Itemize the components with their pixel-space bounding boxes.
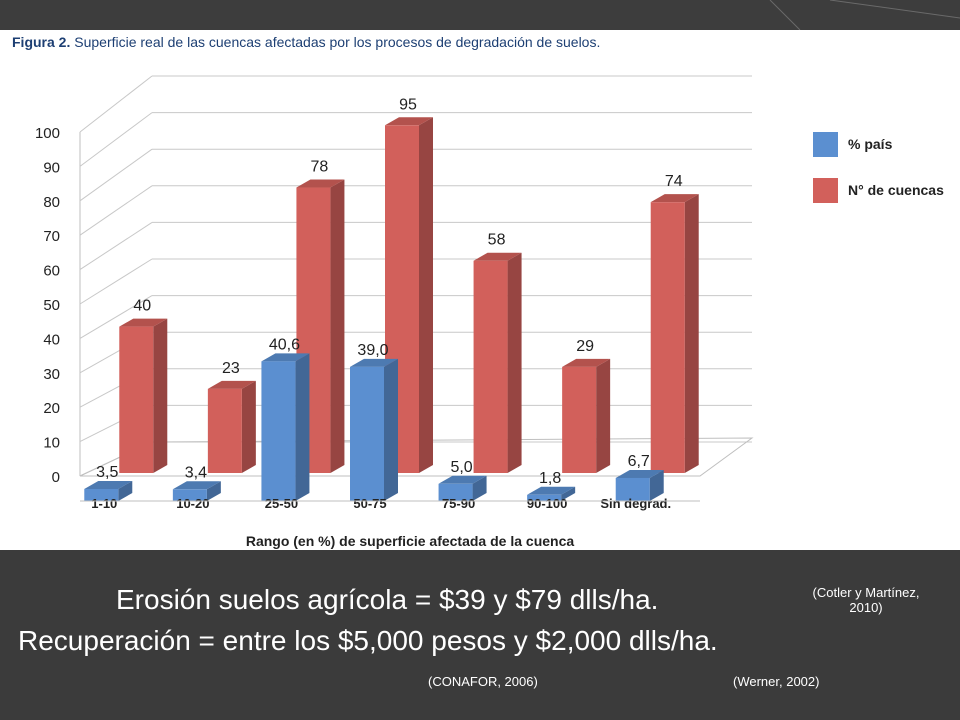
bar-7-pct-pais (615, 477, 650, 501)
bar-5-n-cuencas-top (473, 252, 522, 261)
bar-2-n-cuencas-side (241, 380, 256, 473)
bar-2-pct-pais-top (172, 481, 221, 490)
bar-3-pct-pais-side (295, 353, 310, 501)
gridline-depth (79, 295, 153, 339)
decorative-lines (769, 0, 960, 30)
chart-figure: Figura 2. Superficie real de las cuencas… (0, 30, 960, 550)
bar-5-n-cuencas-side (507, 252, 522, 473)
bar-4-pct-pais-top (350, 358, 398, 367)
bar-5-pct-pais-top (438, 475, 487, 484)
legend-label: N° de cuencas (848, 182, 944, 198)
bar-6-n-cuencas (562, 366, 597, 473)
bar-3-pct-pais-top (261, 353, 310, 362)
bar-2-pct-pais (172, 489, 207, 501)
legend-swatch (813, 178, 838, 203)
bar-chart: 0 10 20 30 40 50 60 70 80 90 100 40 23 78 95 58 29 74 3,5 1… (35, 75, 944, 549)
x-tick-label: Sin degrad. (600, 496, 671, 511)
citation-cotler-line2: 2010) (849, 600, 883, 615)
bar-6-pct-pais (527, 494, 562, 501)
data-label-pct-pais: 3,4 (185, 464, 207, 481)
x-tick-label: 10-20 (176, 496, 209, 511)
bar-4-n-cuencas-top (385, 117, 433, 126)
bar-1-n-cuencas (119, 326, 154, 473)
y-tick-label: 50 (43, 297, 60, 314)
bar-1-n-cuencas-top (119, 318, 168, 327)
bar-3-n-cuencas-top (296, 179, 345, 188)
top-band (0, 0, 960, 30)
data-label-n-cuencas: 40 (133, 298, 151, 315)
data-label-pct-pais: 40,6 (269, 336, 300, 353)
bar-7-n-cuencas (650, 202, 685, 473)
data-label-pct-pais: 5,0 (450, 459, 472, 476)
y-tick-label: 20 (43, 400, 60, 417)
bar-4-n-cuencas-side (419, 117, 433, 474)
data-label-n-cuencas: 23 (222, 360, 240, 377)
bar-1-pct-pais (84, 488, 119, 501)
y-tick-label: 90 (43, 159, 60, 176)
data-label-pct-pais: 6,7 (628, 453, 650, 470)
bar-2-pct-pais-side (206, 481, 221, 501)
data-label-pct-pais: 1,8 (539, 470, 561, 487)
y-tick-label: 30 (43, 366, 60, 383)
data-label-n-cuencas: 58 (488, 232, 506, 249)
x-tick-label: 75-90 (442, 496, 475, 511)
citation-cotler: (Cotler y Martínez, 2010) (800, 585, 932, 615)
bar-5-pct-pais-side (472, 475, 487, 501)
bar-7-pct-pais-side (649, 469, 664, 501)
bar-6-pct-pais-side (561, 486, 576, 501)
citation-conafor: (CONAFOR, 2006) (428, 674, 538, 689)
data-label-pct-pais: 39,0 (357, 342, 388, 359)
gridline-depth (79, 112, 153, 167)
figure-title: Figura 2. Superficie real de las cuencas… (12, 34, 600, 50)
x-axis-title: Rango (en %) de superficie afectada de l… (246, 533, 575, 549)
bar-5-n-cuencas (473, 260, 508, 473)
x-tick-label: 50-75 (353, 496, 386, 511)
bar-6-n-cuencas-side (596, 358, 611, 473)
bar-1-n-cuencas-side (153, 318, 168, 473)
gridline-depth (79, 258, 153, 305)
bar-5-pct-pais (438, 483, 473, 501)
bar-1-pct-pais-side (118, 480, 133, 501)
legend-swatch (813, 132, 838, 157)
bar-4-pct-pais-side (384, 358, 398, 501)
gridline-depth (79, 185, 153, 236)
bar-6-pct-pais-top (527, 486, 576, 495)
y-tick-label: 40 (43, 331, 60, 348)
bar-7-n-cuencas-side (684, 194, 699, 473)
y-tick-label: 80 (43, 194, 60, 211)
data-label-n-cuencas: 78 (311, 159, 329, 176)
bar-3-n-cuencas-side (330, 179, 345, 473)
recovery-cost-text: Recuperación = entre los $5,000 pesos y … (18, 625, 718, 656)
y-tick-label: 60 (43, 263, 60, 280)
bar-1-pct-pais-top (84, 480, 133, 489)
bar-7-pct-pais-top (615, 469, 664, 478)
data-label-pct-pais: 3,5 (96, 464, 118, 481)
figure-title-text: Superficie real de las cuencas afectadas… (70, 34, 601, 50)
bar-6-n-cuencas-top (562, 358, 611, 367)
y-tick-label: 70 (43, 228, 60, 245)
gridline-depth (79, 221, 153, 271)
x-tick-label: 90-100 (527, 496, 567, 511)
bar-2-n-cuencas (207, 388, 242, 473)
bar-4-pct-pais (350, 366, 384, 501)
x-tick-label: 1-10 (91, 496, 117, 511)
data-label-n-cuencas: 74 (665, 173, 683, 190)
erosion-cost-text: Erosión suelos agrícola = $39 y $79 dlls… (116, 584, 659, 615)
data-label-n-cuencas: 29 (576, 338, 594, 355)
gridline-depth (79, 75, 153, 133)
y-tick-label: 100 (35, 125, 60, 142)
figure-title-prefix: Figura 2. (12, 34, 71, 50)
bar-3-pct-pais (261, 361, 296, 501)
bar-2-n-cuencas-top (207, 380, 256, 389)
y-tick-label: 10 (43, 435, 60, 452)
x-tick-label: 25-50 (265, 496, 298, 511)
bottom-panel (0, 550, 960, 720)
gridline-depth (79, 148, 153, 202)
citation-werner: (Werner, 2002) (733, 674, 820, 689)
data-label-n-cuencas: 95 (399, 96, 417, 113)
y-tick-label: 0 (52, 469, 60, 486)
legend-label: % país (848, 136, 893, 152)
bar-7-n-cuencas-top (650, 194, 699, 203)
citation-cotler-line1: (Cotler y Martínez, (812, 585, 920, 600)
